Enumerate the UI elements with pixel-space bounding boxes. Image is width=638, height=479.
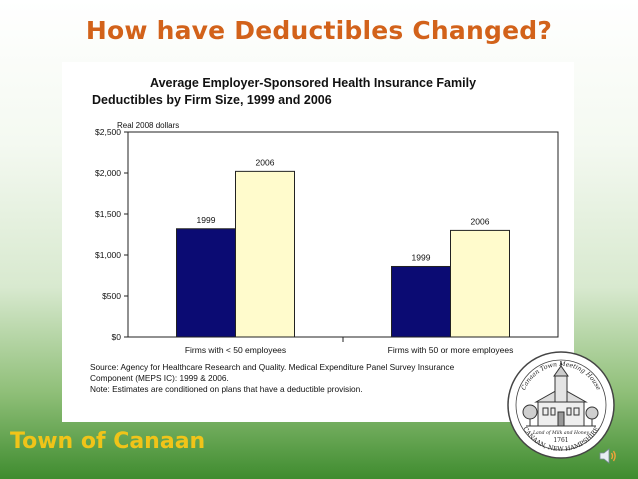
y-tick-label: $500 [102,291,121,301]
source-line-3: Note: Estimates are conditioned on plans… [90,384,363,394]
bar-1999 [391,265,451,338]
bar-data-label: 2006 [256,157,275,167]
town-name: Town of Canaan [10,429,206,454]
x-category-label: Firms with 50 or more employees [388,345,514,355]
seal-motto: Land of Milk and Honey [532,430,590,436]
seal-year: 1761 [553,437,568,444]
bar-2006 [450,229,510,338]
x-category-label: Firms with < 50 employees [185,345,286,355]
chart-title: Average Employer-Sponsored Health Insura… [92,75,552,109]
y-tick-label: $2,500 [95,127,121,137]
source-line-1: Source: Agency for Healthcare Research a… [90,362,455,372]
bar-data-label: 1999 [197,215,216,225]
y-tick-label: $1,000 [95,250,121,260]
slide-title: How have Deductibles Changed? [85,16,553,45]
meeting-house-icon [522,361,599,427]
chart-title-line-2: Deductibles by Firm Size, 1999 and 2006 [92,93,332,107]
bar-2006 [235,170,295,338]
chart-source: Source: Agency for Healthcare Research a… [90,362,550,395]
y-tick-label: $2,000 [95,168,121,178]
bar-chart: $0 $500 $1,000 $1,500 $2,000 $2,500 1999 2006 Fi… [95,127,559,355]
source-line-2: Component (MEPS IC): 1999 & 2006. [90,373,229,383]
speaker-icon[interactable] [598,446,618,466]
chart-panel: Average Employer-Sponsored Health Insura… [62,62,574,422]
chart-subtitle: Real 2008 dollars [117,121,180,130]
bar-1999 [176,228,236,338]
y-tick-label: $1,500 [95,209,121,219]
bar-data-label: 2006 [471,216,490,226]
y-tick-label: $0 [112,332,122,342]
town-seal: Canaan Town Meeting House Land of Milk a… [507,351,615,459]
chart-title-line-1: Average Employer-Sponsored Health Insura… [150,76,477,90]
bar-data-label: 1999 [412,252,431,262]
